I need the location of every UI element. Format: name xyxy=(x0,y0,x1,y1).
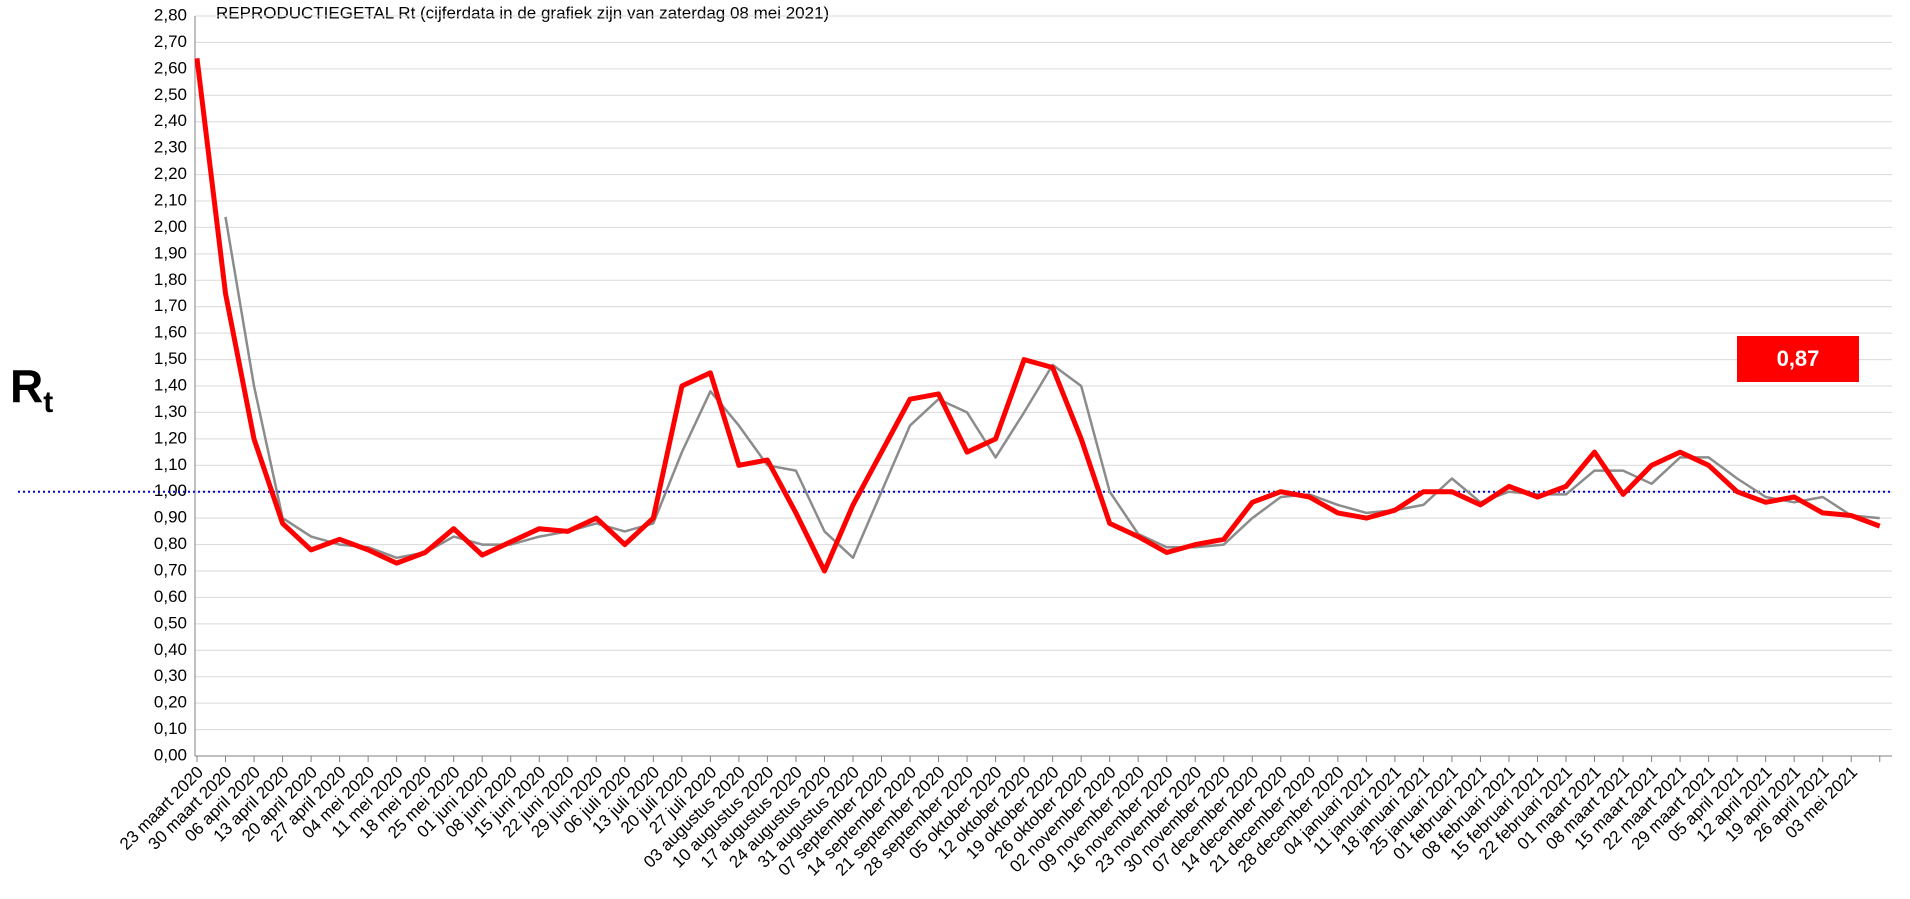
y-tick-label: 2,00 xyxy=(154,217,187,236)
y-tick-label: 2,20 xyxy=(154,164,187,183)
y-tick-label: 1,00 xyxy=(154,481,187,500)
y-tick-label: 0,70 xyxy=(154,560,187,579)
y-tick-label: 2,40 xyxy=(154,111,187,130)
y-tick-label: 0,20 xyxy=(154,693,187,712)
series-line xyxy=(224,216,1880,560)
y-tick-label: 2,70 xyxy=(154,32,187,51)
y-tick-label: 1,20 xyxy=(154,428,187,447)
y-tick-label: 1,30 xyxy=(154,402,187,421)
y-tick-label: 0,60 xyxy=(154,587,187,606)
y-tick-label: 1,60 xyxy=(154,323,187,342)
y-tick-label: 1,90 xyxy=(154,243,187,262)
y-tick-label: 2,80 xyxy=(154,5,187,24)
y-tick-label: 0,10 xyxy=(154,719,187,738)
y-axis-label: Rt xyxy=(10,360,53,419)
y-tick-label: 2,60 xyxy=(154,58,187,77)
series-line xyxy=(194,57,1881,574)
y-tick-label: 2,10 xyxy=(154,190,187,209)
y-tick-label: 1,50 xyxy=(154,349,187,368)
y-tick-label: 2,30 xyxy=(154,138,187,157)
y-tick-label: 0,80 xyxy=(154,534,187,553)
y-tick-label: 0,40 xyxy=(154,640,187,659)
y-tick-label: 0,00 xyxy=(154,745,187,764)
y-tick-label: 0,50 xyxy=(154,613,187,632)
chart-title: REPRODUCTIEGETAL Rt (cijferdata in de gr… xyxy=(216,3,829,22)
y-axis-label-base: R xyxy=(10,360,43,412)
y-tick-label: 1,80 xyxy=(154,270,187,289)
latest-label: 0,87 xyxy=(1777,346,1820,371)
y-tick-label: 2,50 xyxy=(154,85,187,104)
y-tick-label: 1,70 xyxy=(154,296,187,315)
y-tick-label: 1,10 xyxy=(154,455,187,474)
y-tick-label: 1,40 xyxy=(154,375,187,394)
y-tick-label: 0,90 xyxy=(154,508,187,527)
y-tick-label: 0,30 xyxy=(154,666,187,685)
latest-badge xyxy=(1737,336,1859,382)
y-axis-label-subscript: t xyxy=(43,386,53,419)
